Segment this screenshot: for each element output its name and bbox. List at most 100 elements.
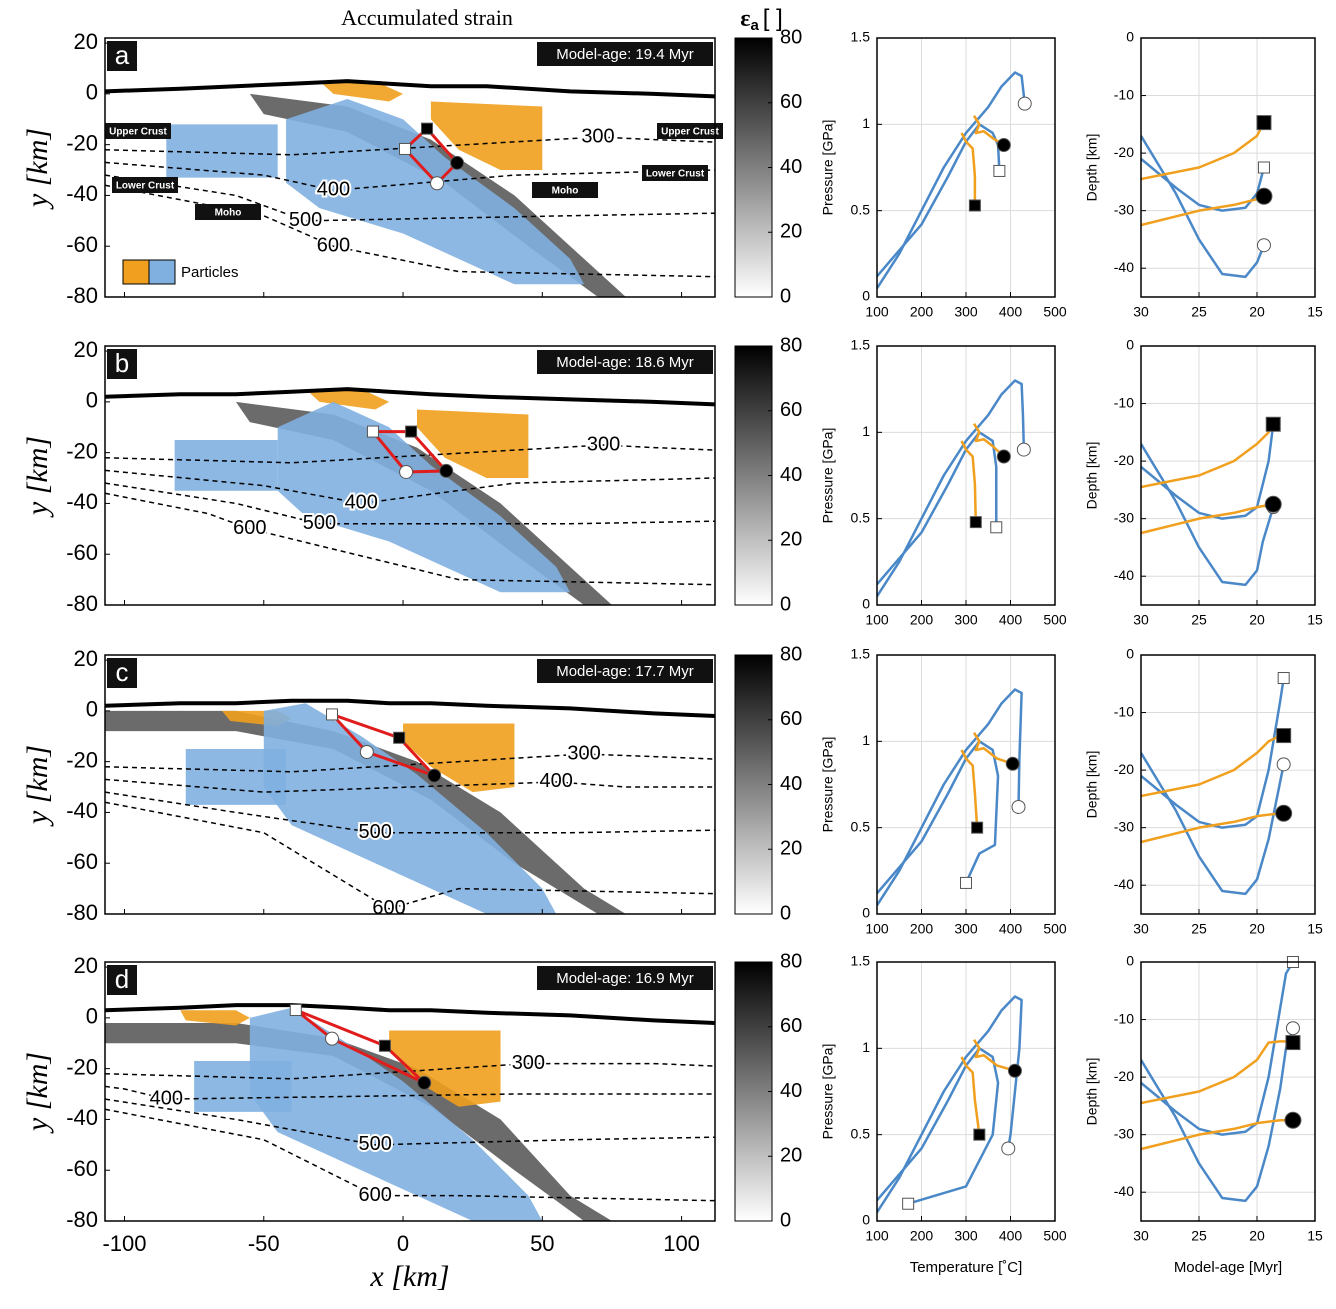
topography: [105, 698, 715, 718]
marker: [996, 449, 1011, 464]
plot-frame: [104, 654, 716, 915]
colorbar: [734, 961, 773, 1222]
topography: [105, 79, 715, 99]
colorbar-tick-label: 0: [780, 285, 791, 307]
series-line: [972, 115, 1005, 147]
annotation-bg: [657, 123, 723, 139]
isotherm-label: 600: [358, 1184, 391, 1206]
annotation-bg: [112, 177, 178, 193]
marker: [393, 731, 406, 744]
y-tick-label: 0: [1126, 337, 1134, 353]
panel-letter: c: [116, 657, 129, 687]
legend-label: Particles: [181, 264, 239, 281]
y-axis-label: y [km]: [21, 436, 54, 518]
particle-region: [286, 98, 585, 285]
plot-content: [877, 346, 1055, 605]
y-axis-label: Depth [km]: [1084, 442, 1100, 510]
colorbar-tick-label: 60: [780, 708, 802, 730]
annotation: Upper Crust: [109, 127, 167, 138]
age-label: Model-age: 16.9 Myr: [556, 970, 694, 987]
x-tick-label: 20: [1249, 921, 1265, 937]
marker: [1011, 799, 1026, 814]
y-tick-label: 1.5: [851, 646, 871, 662]
y-tick-label: -30: [1114, 201, 1134, 217]
x-tick-label: 500: [1043, 304, 1067, 320]
marker: [1005, 756, 1020, 771]
marker: [1285, 1035, 1301, 1051]
y-tick-label: -20: [1114, 1068, 1134, 1084]
isotherm-label: 500: [358, 821, 391, 843]
x-axis-label: x [km]: [369, 1260, 449, 1293]
isotherm-label: 400: [317, 179, 350, 201]
panel-badge: [107, 965, 137, 995]
marker: [1007, 1063, 1022, 1078]
series-line: [877, 995, 1023, 1214]
x-tick-label: 20: [1249, 304, 1265, 320]
plot-frame: [1140, 961, 1316, 1222]
y-tick-label: 0: [862, 288, 870, 304]
figure-title: Accumulated strain: [341, 5, 513, 30]
plot-content: 300 400 500 600: [105, 1003, 715, 1221]
x-tick-label: 300: [954, 612, 978, 628]
colorbar-symbol: ε: [740, 6, 750, 32]
x-tick-label: 400: [999, 921, 1023, 937]
isotherm-label: 600: [233, 517, 266, 539]
plot-area: [1141, 962, 1315, 1221]
y-tick-label: 0.5: [851, 201, 871, 217]
y-tick-label: 1.5: [851, 29, 871, 45]
isotherm: [105, 136, 715, 156]
plot-frame: [1140, 345, 1316, 606]
x-tick-label: 15: [1307, 1228, 1323, 1244]
annotation: Moho: [215, 208, 242, 219]
marker: [378, 1039, 391, 1052]
x-tick-label: 100: [865, 612, 889, 628]
series-line: [877, 431, 998, 586]
y-tick-label: 0: [1126, 646, 1134, 662]
colorbar-label: εa[ ]: [740, 5, 783, 34]
annotation: Lower Crust: [646, 169, 705, 180]
y-tick-label: -40: [66, 798, 98, 823]
plot-content: [1141, 962, 1315, 1221]
series-line: [1141, 1027, 1295, 1203]
marker: [1276, 728, 1292, 744]
marker: [289, 1003, 302, 1016]
y-tick-label: -40: [66, 1105, 98, 1130]
x-axis-label: Temperature [˚C]: [910, 1259, 1023, 1276]
y-tick-label: -20: [1114, 452, 1134, 468]
y-tick-label: -40: [1114, 1183, 1134, 1199]
y-tick-label: 20: [74, 953, 98, 978]
y-axis-label: y [km]: [21, 745, 54, 827]
y-tick-label: 20: [74, 337, 98, 362]
age-badge: [537, 966, 713, 990]
particle-region: [263, 703, 557, 914]
marker: [969, 516, 982, 529]
y-tick-label: -80: [66, 1207, 98, 1232]
series-line: [877, 379, 1026, 598]
x-tick-label: 15: [1307, 612, 1323, 628]
isotherm-label: 500: [289, 209, 322, 231]
y-tick-label: 1: [862, 732, 870, 748]
series-line: [960, 132, 977, 206]
series-line: [1141, 503, 1274, 535]
age-badge: [537, 350, 713, 374]
particle-region: [319, 81, 404, 102]
x-tick-label: 200: [910, 304, 934, 320]
plot-frame: [876, 345, 1056, 606]
particle-region: [430, 101, 543, 171]
marker: [439, 463, 454, 478]
plot-area: [1141, 38, 1315, 297]
y-tick-label: 0: [1126, 953, 1134, 969]
plot-area: [1141, 655, 1315, 914]
x-tick-label: 15: [1307, 921, 1323, 937]
x-tick-label: 400: [999, 1228, 1023, 1244]
x-tick-label: 25: [1191, 921, 1207, 937]
y-tick-label: 1: [862, 423, 870, 439]
y-tick-label: -10: [1114, 703, 1134, 719]
isotherm-label: 300: [587, 433, 620, 455]
annotation: Lower Crust: [116, 181, 175, 192]
x-tick-label: 300: [954, 921, 978, 937]
marker: [1255, 187, 1273, 205]
legend-swatch: [148, 259, 176, 285]
marker: [1257, 161, 1270, 174]
